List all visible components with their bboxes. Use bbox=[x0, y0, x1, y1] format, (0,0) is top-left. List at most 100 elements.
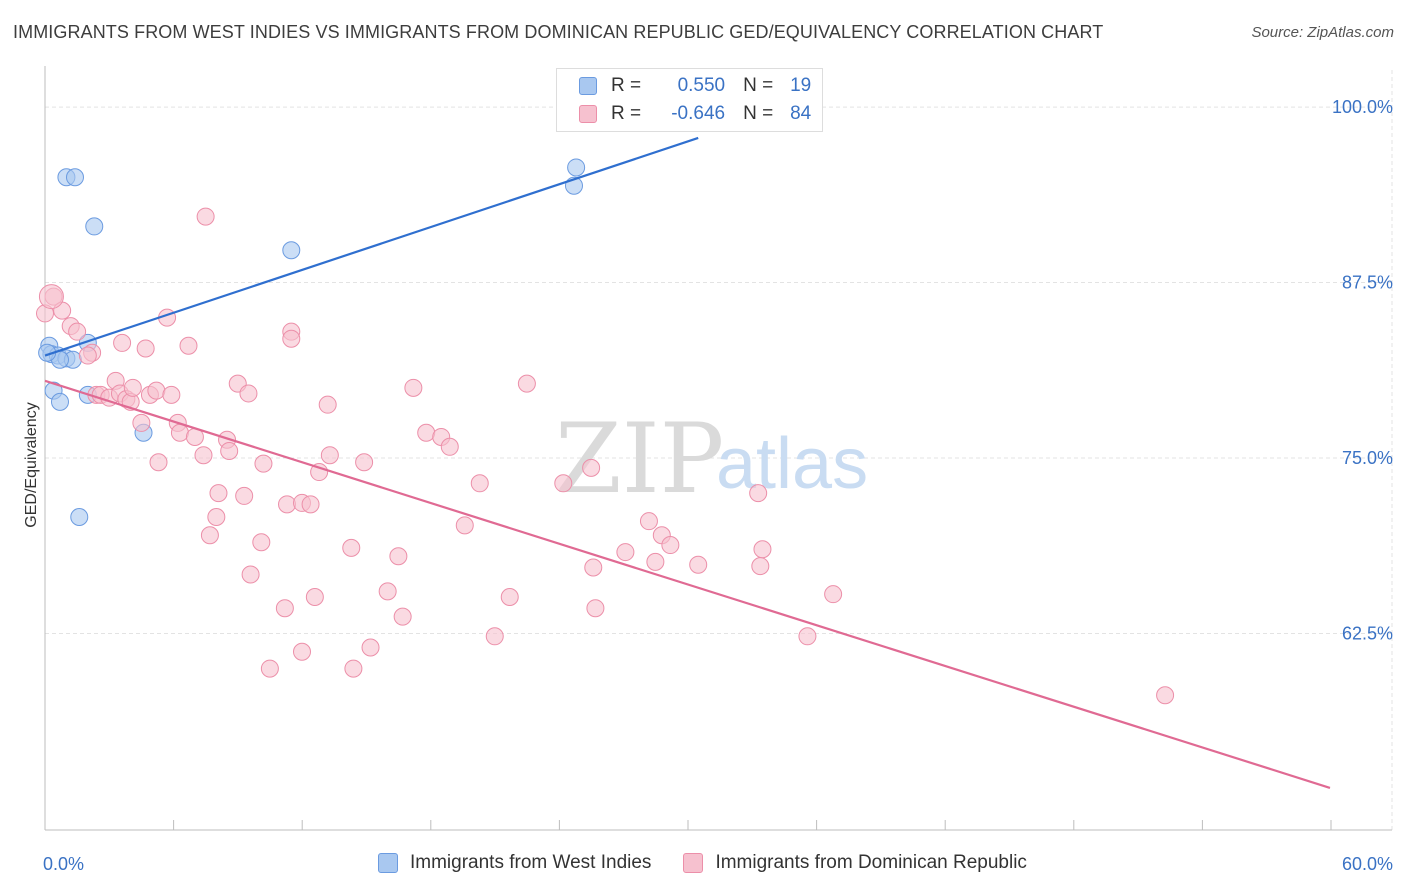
y-tick-label: 87.5% bbox=[1342, 273, 1393, 293]
west-indies-point bbox=[85, 217, 104, 236]
dominican-republic-point bbox=[310, 463, 329, 482]
dominican-republic-point bbox=[293, 642, 311, 661]
legend-row-dominican-republic: R = -0.646 N = 84 bbox=[579, 102, 811, 126]
dominican-republic-point bbox=[517, 374, 536, 393]
x-tick-label: 60.0% bbox=[1342, 854, 1393, 874]
dominican-republic-point bbox=[305, 587, 324, 606]
series-legend: Immigrants from West Indies Immigrants f… bbox=[378, 852, 1059, 874]
dominican-republic-point bbox=[149, 453, 168, 472]
dominican-republic-point bbox=[586, 599, 605, 618]
x-tick-labels: 0.0% 60.0% bbox=[43, 854, 1393, 874]
dominican-republic-point bbox=[824, 585, 843, 604]
legend-row-west-indies: R = 0.550 N = 19 bbox=[579, 74, 811, 98]
y-axis-label: GED/Equivalency bbox=[23, 402, 40, 528]
dominican-republic-point bbox=[68, 322, 87, 341]
legend-r-value-dominican-republic: -0.646 bbox=[671, 103, 726, 124]
dominican-republic-point bbox=[170, 423, 189, 442]
dominican-republic-point bbox=[318, 395, 337, 414]
y-tick-label: 62.5% bbox=[1342, 623, 1393, 643]
dominican-republic-point bbox=[378, 582, 397, 601]
dominican-republic-point bbox=[162, 385, 181, 404]
dominican-republic-point bbox=[404, 378, 423, 397]
series-dominican-republic-points bbox=[36, 207, 1175, 705]
dominican-republic-point bbox=[584, 558, 603, 577]
dominican-republic-point bbox=[301, 495, 320, 514]
dominican-republic-point bbox=[196, 207, 215, 226]
west-indies-point bbox=[70, 507, 89, 526]
series-legend-label-dominican-republic: Immigrants from Dominican Republic bbox=[715, 852, 1027, 873]
source-credit: Source: ZipAtlas.com bbox=[1251, 24, 1394, 41]
watermark-zip: ZIP bbox=[555, 403, 724, 515]
dominican-republic-point bbox=[661, 536, 680, 555]
correlation-legend: R = 0.550 N = 19 R = -0.646 N = 84 bbox=[556, 68, 823, 132]
dominican-republic-point bbox=[455, 516, 474, 535]
dominican-republic-point bbox=[132, 413, 151, 432]
dominican-republic-point bbox=[646, 552, 665, 571]
legend-swatch-west-indies bbox=[579, 77, 597, 95]
legend-r-label: R = bbox=[611, 103, 642, 124]
dominican-republic-point bbox=[485, 627, 504, 646]
dominican-republic-point bbox=[798, 627, 817, 646]
dominican-republic-point bbox=[220, 442, 239, 460]
dominican-republic-point bbox=[500, 587, 519, 606]
dominican-republic-point bbox=[470, 474, 489, 493]
dominican-republic-point bbox=[239, 384, 258, 403]
series-legend-item-west-indies[interactable]: Immigrants from West Indies bbox=[378, 852, 651, 874]
watermark-atlas: atlas bbox=[716, 424, 868, 504]
dominican-republic-point bbox=[282, 329, 301, 348]
dominican-republic-point bbox=[554, 474, 573, 493]
dominican-republic-point bbox=[209, 484, 228, 503]
dominican-republic-point bbox=[749, 484, 768, 503]
series-west-indies-points bbox=[38, 158, 586, 526]
dominican-republic-point bbox=[179, 336, 198, 355]
legend-swatch-dominican-republic bbox=[579, 105, 597, 123]
dominican-republic-point bbox=[616, 543, 635, 562]
dominican-republic-point bbox=[361, 638, 380, 657]
trend-line-west-indies bbox=[44, 136, 699, 357]
legend-n-label: N = bbox=[743, 75, 774, 96]
dominican-republic-point bbox=[275, 599, 294, 618]
dominican-republic-point bbox=[78, 346, 97, 365]
legend-n-label: N = bbox=[743, 103, 774, 124]
dominican-republic-point bbox=[689, 555, 708, 574]
x-tick-label: 0.0% bbox=[43, 854, 84, 874]
dominican-republic-point bbox=[582, 458, 601, 477]
legend-n-value-west-indies: 19 bbox=[790, 75, 812, 96]
dominican-republic-point bbox=[639, 512, 658, 531]
legend-r-label: R = bbox=[611, 75, 642, 96]
dominican-republic-point bbox=[751, 557, 770, 576]
dominican-republic-point bbox=[355, 453, 374, 472]
dominican-republic-point bbox=[1156, 686, 1175, 705]
series-legend-swatch-west-indies bbox=[378, 853, 398, 873]
west-indies-point bbox=[282, 241, 301, 260]
legend-n-value-dominican-republic: 84 bbox=[790, 103, 812, 124]
series-legend-item-dominican-republic[interactable]: Immigrants from Dominican Republic bbox=[683, 852, 1027, 874]
series-legend-label-west-indies: Immigrants from West Indies bbox=[410, 852, 652, 873]
dominican-republic-point bbox=[440, 437, 459, 456]
dominican-republic-point bbox=[393, 607, 412, 626]
dominican-republic-point bbox=[389, 547, 408, 566]
dominican-republic-point bbox=[278, 495, 297, 514]
dominican-republic-point bbox=[753, 540, 772, 559]
legend-r-value-west-indies: 0.550 bbox=[677, 75, 726, 96]
dominican-republic-point bbox=[136, 339, 155, 358]
dominican-republic-point bbox=[200, 526, 219, 545]
dominican-republic-point bbox=[241, 565, 260, 584]
west-indies-point bbox=[65, 168, 84, 187]
west-indies-point bbox=[567, 158, 586, 177]
dominican-republic-point bbox=[38, 284, 64, 310]
dominican-republic-point bbox=[194, 446, 213, 465]
trend-lines bbox=[44, 136, 1331, 789]
dominican-republic-point bbox=[207, 507, 226, 526]
dominican-republic-point bbox=[320, 446, 339, 465]
trend-line-dominican-republic bbox=[44, 379, 1331, 789]
dominican-republic-point bbox=[123, 378, 142, 397]
y-tick-labels: 100.0% 87.5% 75.0% 62.5% bbox=[1332, 97, 1393, 643]
west-indies-point bbox=[50, 392, 69, 411]
axes bbox=[44, 66, 1392, 831]
dominican-republic-point bbox=[342, 538, 361, 557]
dominican-republic-point bbox=[113, 333, 132, 352]
dominican-republic-point bbox=[344, 659, 363, 678]
